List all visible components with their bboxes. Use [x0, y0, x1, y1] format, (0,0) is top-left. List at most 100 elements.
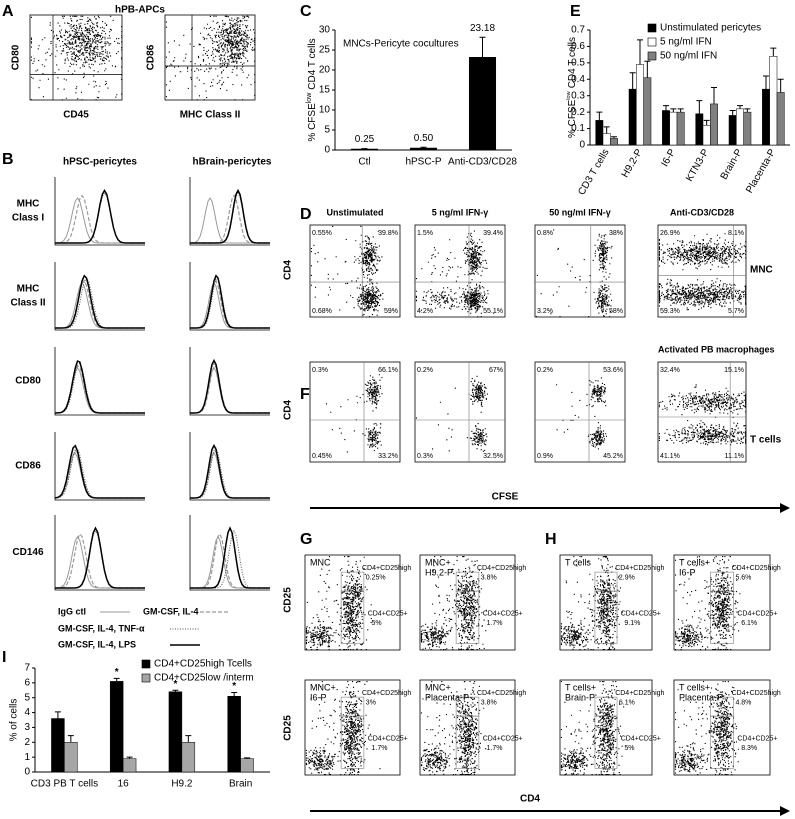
error-bar: [603, 126, 610, 134]
label: 5.6%: [735, 575, 751, 582]
label: 0.68%: [312, 308, 332, 315]
plot-frame: [309, 224, 401, 318]
y-axis-label: % CFSElow CD4 T cells: [306, 38, 318, 141]
error-bar: [729, 110, 736, 116]
label: GM-CSF, IL-4: [143, 606, 199, 616]
bar: [762, 88, 770, 146]
plot-frame: [414, 361, 506, 463]
error-bar: [244, 757, 251, 759]
label: 0.9%: [537, 453, 553, 460]
scatter-dots: [310, 225, 384, 318]
legend-swatch: [647, 51, 657, 61]
significance-marker: *: [115, 667, 119, 678]
scatter-dots: [305, 681, 381, 776]
gate-box: [455, 715, 480, 769]
value-label: 0.50: [414, 133, 434, 144]
label: 2.9%: [619, 575, 635, 582]
label: hPSC-pericytes: [63, 157, 137, 168]
scatter-dots: [675, 556, 741, 651]
plot-frame: [304, 679, 401, 776]
x-tick-label: KTN3-P: [684, 147, 711, 184]
label: CD86: [15, 461, 41, 472]
bar: [350, 148, 379, 151]
y-tick-label: 0.3: [571, 90, 585, 101]
hist-frame: [54, 432, 145, 501]
histogram-curve: [55, 532, 145, 589]
y-tick-label: 0.5: [571, 57, 585, 68]
plot-frame: [534, 361, 626, 463]
scatter-dots: [30, 15, 123, 101]
y-tick-label: 5: [324, 125, 330, 136]
error-bar: [763, 75, 769, 90]
label: MHC Class II: [180, 110, 241, 121]
histogram-curve: [190, 535, 270, 589]
value-label: 23.18: [470, 23, 495, 34]
y-tick-label: 0.7: [571, 25, 585, 36]
label: T cells: [565, 557, 591, 567]
label: CD4+CD25high: [362, 690, 411, 697]
hist-frame: [189, 515, 270, 591]
plot-frame: [673, 554, 771, 651]
y-tick-label: 15: [319, 85, 331, 96]
error-bar: [677, 108, 684, 113]
label: 59.3%: [660, 308, 680, 315]
label: T cells+: [565, 682, 596, 692]
bar: [51, 718, 65, 773]
hist-frame: [189, 347, 270, 416]
panel-letter: D: [300, 206, 312, 223]
y-axis-label-part: % CFSE: [307, 103, 318, 142]
bar: [610, 138, 618, 146]
error-bar: [737, 105, 743, 109]
label: 1.7%: [372, 745, 388, 752]
label: CD4: [283, 400, 294, 420]
annotation: MNCs-Pericyte cocultures: [343, 39, 459, 50]
panel-title: hPB-APCs: [115, 5, 165, 16]
bar: [695, 113, 704, 146]
histogram-curve: [54, 444, 145, 499]
label: CD4+CD25+: [621, 611, 661, 618]
legend-label: Unstimulated pericytes: [660, 23, 761, 34]
gate-box: [340, 715, 365, 769]
bar: [64, 742, 78, 773]
label: 39.4%: [483, 230, 503, 237]
label: 50 ng/ml IFN-γ: [549, 207, 611, 217]
histogram-curve: [190, 526, 270, 589]
scatter-dots: [325, 374, 383, 453]
label: 15.1%: [724, 367, 744, 374]
label: MNC+: [425, 557, 451, 567]
panel-letter: F: [300, 386, 310, 403]
hist-frame: [54, 515, 145, 591]
gate-box: [594, 715, 618, 769]
gate-box: [594, 696, 618, 717]
label: 0.8%: [537, 230, 553, 237]
arrow-head: [780, 806, 790, 816]
label: Class I: [12, 213, 44, 224]
label: 4.2%: [417, 308, 433, 315]
label: 3.8%: [481, 575, 497, 582]
legend-swatch: [647, 37, 657, 47]
gate-box: [340, 590, 365, 644]
y-tick-label: 0.2: [571, 107, 585, 118]
label: CD146: [12, 547, 44, 558]
gate-box: [594, 571, 618, 592]
y-axis-label-part: low: [566, 90, 572, 99]
histogram-curve: [190, 274, 270, 329]
bar: [710, 103, 718, 146]
label: CD4+CD25+: [737, 736, 777, 743]
error-bar: [113, 677, 120, 682]
histogram-curve: [190, 452, 270, 499]
label: 1.7%: [487, 620, 503, 627]
histogram-curve: [54, 452, 145, 499]
y-axis-label: % CFSElow CD4 T cells: [566, 37, 577, 138]
y-tick-label: 0: [24, 767, 30, 778]
y-axis-label-part: % CFSE: [567, 99, 578, 138]
label: hBrain-pericytes: [193, 157, 272, 168]
plot-frame: [559, 554, 653, 651]
panel-letter: C: [300, 3, 312, 20]
error-bar: [172, 689, 179, 692]
label: 5 ng/ml IFN-γ: [432, 207, 489, 217]
label: CD25: [283, 715, 294, 741]
panel-letter: G: [300, 531, 312, 548]
label: 45.2%: [603, 453, 623, 460]
